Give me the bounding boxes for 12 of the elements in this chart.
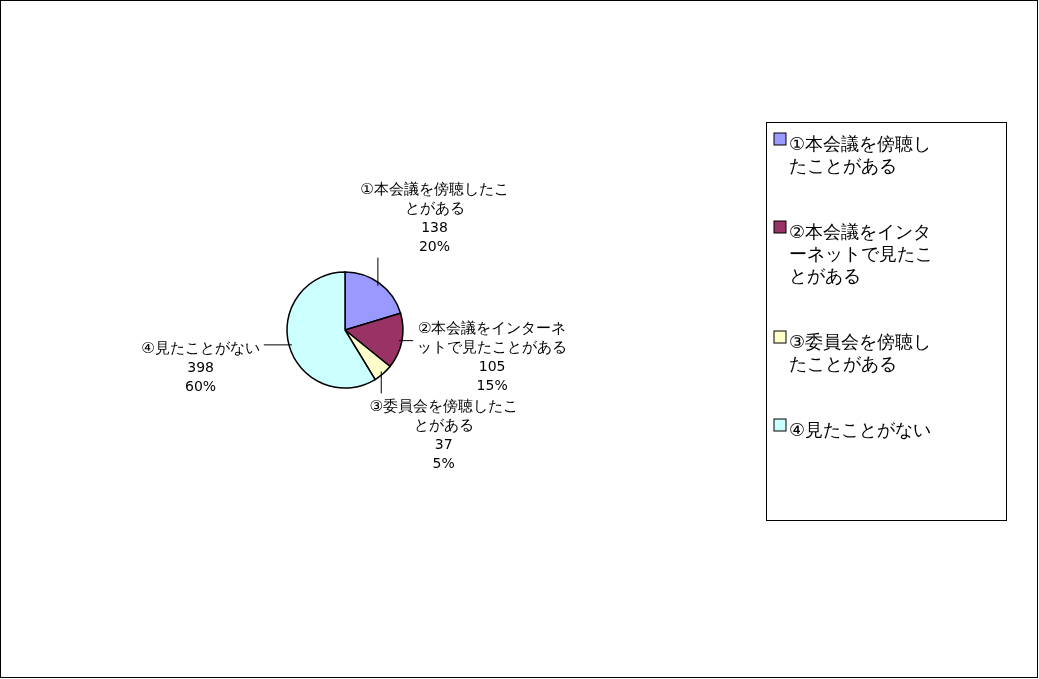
legend-label: ①本会議を傍聴したことがある (789, 133, 932, 176)
slice-label: ④見たことがない (141, 339, 260, 358)
slice-label: ①本会議を傍聴したことがある (360, 179, 509, 217)
data-label: 138 20% (418, 218, 451, 254)
data-label: 105 15% (476, 358, 508, 394)
data-label: 37 5% (432, 436, 455, 472)
legend-label: ③委員会を傍聴したことがある (789, 331, 932, 374)
slice-label: ②本会議をインターネットで見たことがある (417, 319, 568, 357)
data-label: 398 60% (185, 359, 217, 395)
legend-label: ④見たことがない (789, 419, 932, 440)
slice-label: ③委員会を傍聴したことがある (369, 397, 518, 435)
legend-label: ②本会議をインターネットで見たことがある (789, 221, 933, 286)
